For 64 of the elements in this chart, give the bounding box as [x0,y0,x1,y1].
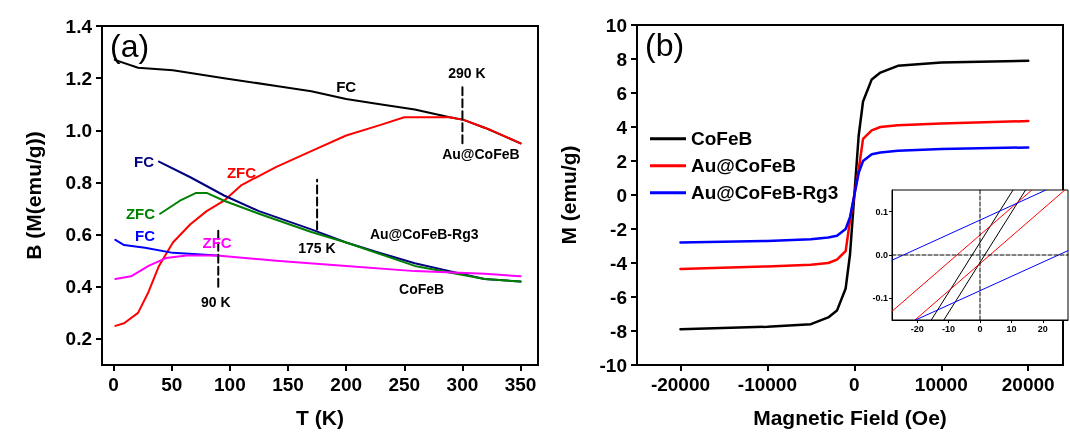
annotation: 175 K [298,239,336,256]
x-tick-label: 20 [1037,323,1048,334]
y-tick-label: -4 [610,252,628,274]
x-tick-label: -20 [910,323,924,334]
y-tick-label: 0 [616,184,627,206]
line-series [114,116,522,327]
x-tick-label: 20000 [1001,374,1055,395]
y-tick-label: 0.8 [65,171,92,193]
y-tick-label: 0.6 [65,224,92,246]
annotation: (a) [110,28,150,64]
legend-label: CoFeB [691,128,753,150]
series-label: FC [133,153,155,171]
series-label: ZFC [202,234,232,252]
line-series [679,146,1030,244]
x-axis-title: Magnetic Field (Oe) [753,406,947,429]
x-tick-label: 150 [272,374,304,395]
series-label: ZFC [226,164,257,182]
series-label: FC [336,78,357,96]
x-tick-label: 350 [504,374,537,395]
y-tick-label: 4 [616,116,628,138]
annotation: Au@CoFeB-Rg3 [369,226,479,243]
x-tick-label: 0 [849,374,860,395]
y-tick-label: 0.1 [875,206,888,217]
x-tick-label: -20000 [650,374,711,395]
y-tick-label: 1.4 [65,15,93,37]
x-tick-label: -10000 [737,374,797,395]
y-tick-label: 6 [616,82,627,104]
y-tick-label: -6 [610,286,627,308]
y-tick-label: -2 [610,218,627,240]
legend-label: Au@CoFeB [691,155,797,177]
y-tick-label: 8 [616,48,627,70]
annotation: 290 K [448,64,486,81]
series-label: FC [135,226,156,244]
y-tick-label: 0.4 [65,276,93,298]
annotation: 90 K [201,294,231,311]
y-tick-label: -0.1 [872,293,888,304]
x-tick-label: 300 [446,374,479,395]
y-tick-label: 2 [616,150,627,172]
y-tick-label: 0.0 [875,250,888,260]
x-tick-label: 200 [330,374,363,395]
x-tick-label: 0 [977,323,983,334]
x-tick-label: 50 [161,374,183,395]
x-tick-label: 250 [388,374,421,395]
x-tick-label: 100 [214,374,246,395]
line-series [159,191,522,283]
y-tick-label: -8 [610,320,627,342]
y-axis-title: B (M(emu/g)) [22,131,45,260]
annotation: CoFeB [399,281,445,298]
y-tick-label: 1.0 [65,119,92,141]
series-label: ZFC [125,205,156,223]
x-tick-label: 10000 [914,374,968,395]
x-axis-title: T (K) [296,406,344,429]
annotation: Au@CoFeB [442,145,520,162]
legend-label: Au@CoFeB-Rg3 [691,182,839,204]
y-tick-label: 1.2 [65,67,92,89]
y-tick-label: -10 [599,354,627,376]
y-tick-label: 10 [605,14,627,36]
line-series [114,254,522,280]
x-tick-label: 0 [108,374,119,395]
y-axis-title: M (emu/g) [557,145,580,245]
annotation: (b) [645,27,685,63]
x-tick-label: 10 [1006,323,1017,334]
y-tick-label: 0.2 [65,328,92,350]
x-tick-label: -10 [942,323,956,334]
